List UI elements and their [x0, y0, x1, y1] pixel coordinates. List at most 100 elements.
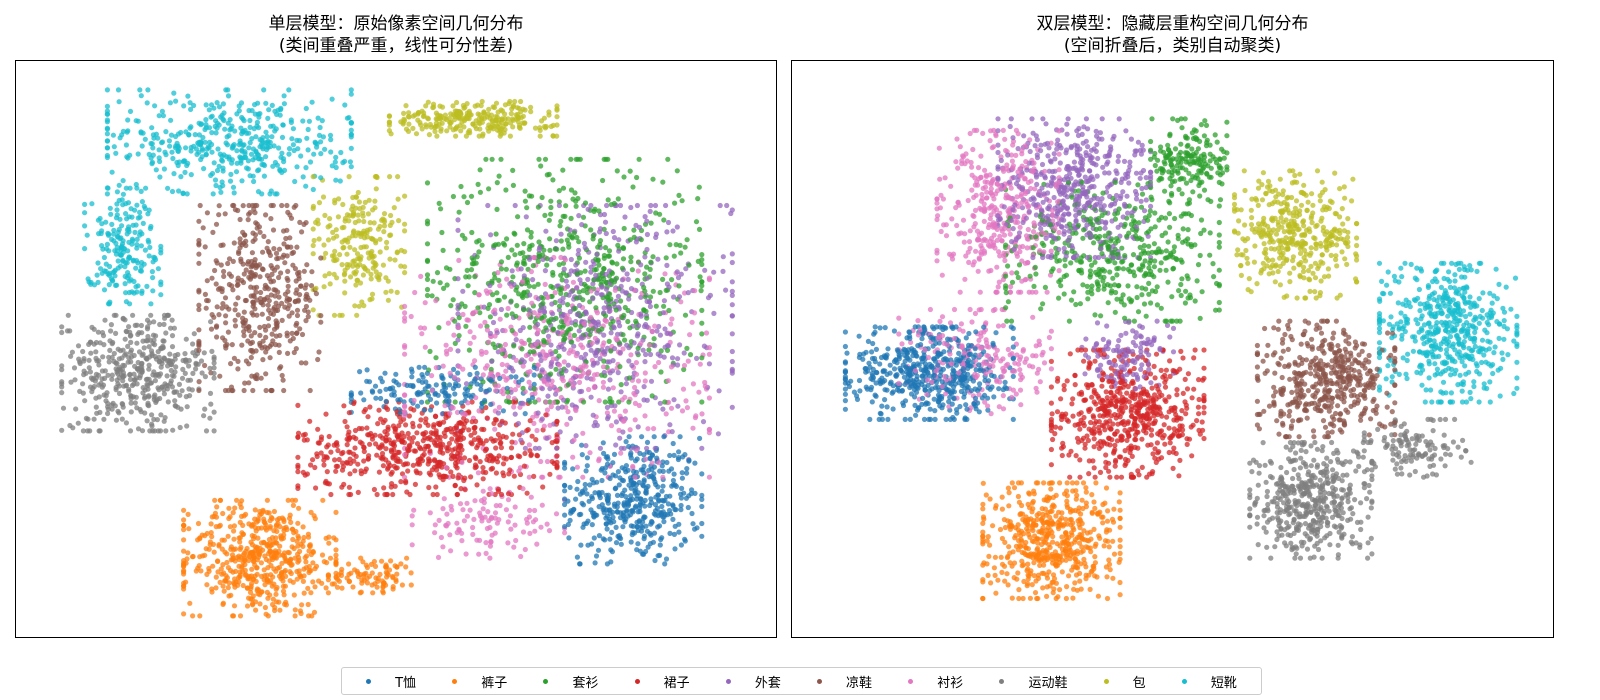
scatter-point [526, 246, 532, 252]
scatter-point [297, 326, 303, 332]
scatter-point [308, 283, 315, 289]
scatter-point [729, 251, 735, 257]
scatter-point [393, 578, 399, 585]
scatter-point [116, 390, 123, 397]
scatter-point [178, 129, 184, 136]
scatter-point [565, 498, 571, 504]
scatter-point [312, 516, 318, 522]
scatter-point [657, 289, 663, 296]
scatter-point [526, 442, 532, 448]
scatter-point [480, 465, 486, 471]
scatter-point [433, 430, 439, 436]
scatter-point [107, 299, 113, 305]
scatter-point [655, 553, 661, 559]
scatter-point [316, 440, 322, 446]
scatter-point [488, 232, 494, 238]
scatter-point [486, 106, 492, 112]
scatter-point [393, 371, 399, 377]
scatter-point [321, 242, 327, 248]
scatter-point [426, 383, 432, 389]
scatter-point [643, 351, 649, 358]
scatter-point [424, 370, 430, 376]
scatter-point [206, 546, 212, 552]
scatter-point [278, 105, 284, 111]
scatter-point [505, 116, 511, 122]
scatter-point [506, 101, 512, 107]
scatter-point [607, 399, 613, 405]
scatter-point [181, 517, 187, 523]
scatter-point [214, 334, 220, 340]
scatter-point [672, 200, 678, 206]
scatter-point [209, 275, 215, 281]
scatter-point [203, 102, 209, 108]
scatter-point [409, 522, 415, 528]
scatter-point [352, 303, 358, 309]
scatter-point [412, 289, 418, 296]
scatter-point [579, 222, 585, 228]
scatter-point [510, 431, 516, 437]
scatter-point [510, 167, 516, 173]
scatter-point [589, 340, 595, 346]
scatter-point [383, 289, 389, 295]
scatter-point [322, 212, 328, 218]
scatter-point [644, 315, 650, 321]
scatter-point [456, 526, 462, 532]
scatter-point [266, 275, 272, 282]
scatter-point [595, 547, 602, 553]
scatter-point [219, 286, 225, 292]
scatter-point [576, 255, 583, 261]
scatter-point [394, 571, 400, 577]
scatter-point [711, 269, 717, 275]
scatter-point [167, 351, 173, 357]
scatter-point [206, 107, 212, 113]
scatter-point [115, 258, 121, 264]
scatter-point [461, 194, 467, 200]
scatter-point [196, 306, 202, 313]
scatter-point [361, 218, 367, 225]
scatter-point [249, 310, 255, 316]
scatter-point [425, 422, 431, 428]
scatter-point [279, 202, 285, 209]
scatter-point [209, 149, 215, 155]
scatter-point [631, 227, 637, 233]
scatter-point [573, 353, 579, 359]
scatter-point [521, 273, 527, 279]
scatter-point [211, 314, 217, 320]
scatter-point [524, 227, 531, 233]
scatter-point [526, 379, 532, 385]
scatter-point [355, 461, 361, 467]
scatter-point [295, 298, 301, 304]
scatter-point [441, 430, 447, 436]
scatter-point [494, 520, 500, 526]
scatter-point [120, 202, 126, 208]
scatter-point [535, 204, 542, 210]
scatter-point [504, 236, 510, 242]
scatter-point [113, 240, 119, 246]
scatter-point [120, 128, 126, 134]
scatter-point [455, 302, 461, 308]
scatter-point [686, 262, 692, 268]
scatter-point [510, 104, 516, 110]
scatter-point [498, 131, 504, 137]
scatter-point [438, 126, 444, 132]
scatter-point [353, 269, 359, 275]
scatter-point [160, 113, 166, 119]
scatter-point [285, 244, 291, 250]
scatter-point [278, 154, 284, 160]
scatter-point [148, 223, 154, 230]
scatter-point [630, 509, 636, 515]
scatter-point [410, 424, 416, 430]
scatter-point [527, 292, 533, 298]
scatter-point [595, 257, 601, 263]
scatter-point [250, 157, 256, 163]
scatter-point [488, 112, 495, 118]
scatter-point [190, 341, 196, 347]
scatter-point [553, 315, 559, 321]
scatter-point [450, 297, 456, 303]
scatter-point [601, 276, 607, 282]
scatter-point [150, 145, 156, 151]
scatter-point [417, 444, 423, 450]
scatter-point [614, 331, 621, 337]
scatter-point [659, 488, 665, 494]
scatter-point [119, 416, 125, 422]
